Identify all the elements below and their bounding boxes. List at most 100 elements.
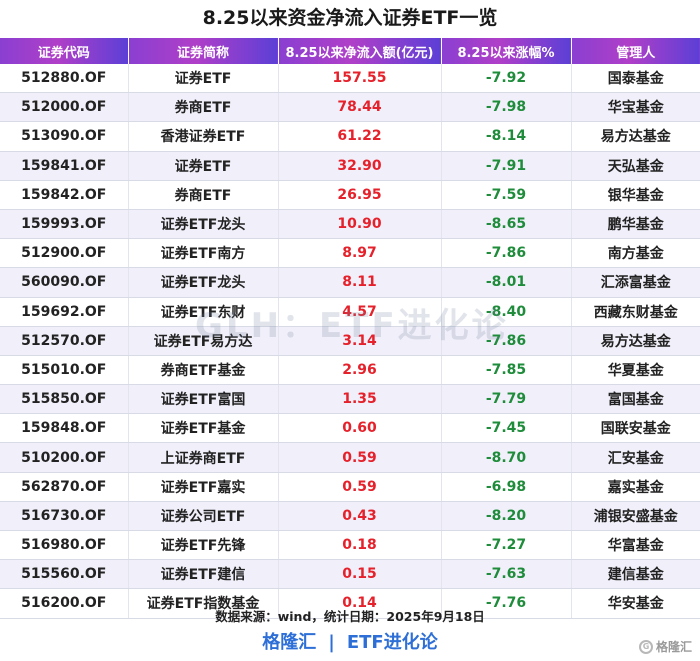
cell-change: -7.59	[441, 180, 572, 210]
cell-change: -7.85	[441, 355, 572, 386]
table-row[interactable]: 560090.OF 证券ETF龙头 8.11 -8.01 汇添富基金	[0, 267, 700, 298]
cell-code: 512900.OF	[0, 238, 129, 269]
etf-inflow-table: 证券代码 证券简称 8.25以来净流入额(亿元) 8.25以来涨幅% 管理人 5…	[0, 38, 700, 619]
cell-inflow: 4.57	[278, 297, 442, 327]
cell-change: -8.70	[441, 442, 572, 473]
cell-manager: 汇添富基金	[571, 267, 700, 298]
cell-manager: 易方达基金	[571, 121, 700, 152]
cell-code: 159848.OF	[0, 413, 129, 444]
cell-change: -7.45	[441, 413, 572, 444]
table-row[interactable]: 510200.OF 上证券商ETF 0.59 -8.70 汇安基金	[0, 442, 700, 473]
cell-code: 159692.OF	[0, 297, 129, 327]
cell-manager: 华夏基金	[571, 355, 700, 386]
cell-change: -8.14	[441, 121, 572, 152]
cell-inflow: 32.90	[278, 151, 442, 181]
cell-name: 证券ETF南方	[128, 238, 279, 269]
table-header-row: 证券代码 证券简称 8.25以来净流入额(亿元) 8.25以来涨幅% 管理人	[0, 38, 700, 64]
table-row[interactable]: 512570.OF 证券ETF易方达 3.14 -7.86 易方达基金	[0, 326, 700, 356]
column-header-inflow[interactable]: 8.25以来净流入额(亿元)	[278, 38, 442, 64]
table-row[interactable]: 159848.OF 证券ETF基金 0.60 -7.45 国联安基金	[0, 413, 700, 444]
column-header-manager[interactable]: 管理人	[571, 38, 700, 64]
cell-code: 159841.OF	[0, 151, 129, 181]
cell-code: 560090.OF	[0, 267, 129, 298]
table-row[interactable]: 516980.OF 证券ETF先锋 0.18 -7.27 华富基金	[0, 530, 700, 561]
source-note: 数据来源：wind，统计日期：2025年9月18日	[215, 609, 485, 624]
cell-change: -7.79	[441, 384, 572, 415]
cell-name: 香港证券ETF	[128, 121, 279, 152]
table-row[interactable]: 159692.OF 证券ETF东财 4.57 -8.40 西藏东财基金	[0, 297, 700, 327]
table-row[interactable]: 159842.OF 券商ETF 26.95 -7.59 银华基金	[0, 180, 700, 210]
footer-column-name: ETF进化论	[346, 632, 438, 653]
cell-manager: 西藏东财基金	[571, 297, 700, 327]
column-header-name[interactable]: 证券简称	[128, 38, 279, 64]
cell-inflow: 1.35	[278, 384, 442, 415]
footer-brand-name: 格隆汇	[262, 632, 317, 653]
cell-change: -7.91	[441, 151, 572, 181]
cell-name: 证券ETF龙头	[128, 267, 279, 298]
cell-inflow: 157.55	[278, 64, 442, 94]
footer-brand: 格隆汇 | ETF进化论	[0, 629, 700, 657]
column-header-code[interactable]: 证券代码	[0, 38, 129, 64]
cell-inflow: 2.96	[278, 355, 442, 386]
table-row[interactable]: 512000.OF 券商ETF 78.44 -7.98 华宝基金	[0, 92, 700, 123]
cell-change: -8.65	[441, 209, 572, 240]
cell-name: 券商ETF	[128, 180, 279, 210]
table-header: 证券代码 证券简称 8.25以来净流入额(亿元) 8.25以来涨幅% 管理人	[0, 38, 700, 64]
cell-code: 515010.OF	[0, 355, 129, 386]
table-row[interactable]: 516200.OF 证券ETF指数基金 0.14 -7.76 华安基金	[0, 588, 700, 619]
cell-code: 516980.OF	[0, 530, 129, 561]
cell-change: -7.98	[441, 92, 572, 123]
cell-name: 券商ETF	[128, 92, 279, 123]
cell-inflow: 61.22	[278, 121, 442, 152]
cell-manager: 南方基金	[571, 238, 700, 269]
cell-change: -8.40	[441, 297, 572, 327]
cell-inflow: 0.18	[278, 530, 442, 561]
table-row[interactable]: 159993.OF 证券ETF龙头 10.90 -8.65 鹏华基金	[0, 209, 700, 240]
table-row[interactable]: 512900.OF 证券ETF南方 8.97 -7.86 南方基金	[0, 238, 700, 269]
cell-manager: 浦银安盛基金	[571, 501, 700, 532]
cell-manager: 华宝基金	[571, 92, 700, 123]
cell-name: 证券ETF基金	[128, 413, 279, 444]
cell-code: 515560.OF	[0, 559, 129, 590]
cell-change: -6.98	[441, 472, 572, 502]
cell-code: 159993.OF	[0, 209, 129, 240]
cell-code: 510200.OF	[0, 442, 129, 473]
corner-logo: G 格隆汇	[638, 638, 692, 655]
cell-name: 证券公司ETF	[128, 501, 279, 532]
cell-code: 516730.OF	[0, 501, 129, 532]
table-row[interactable]: 516730.OF 证券公司ETF 0.43 -8.20 浦银安盛基金	[0, 501, 700, 532]
table-row[interactable]: 512880.OF 证券ETF 157.55 -7.92 国泰基金	[0, 64, 700, 94]
cell-inflow: 0.43	[278, 501, 442, 532]
cell-name: 证券ETF易方达	[128, 326, 279, 356]
footer-separator: |	[328, 632, 335, 653]
corner-logo-text: 格隆汇	[655, 640, 692, 654]
cell-name: 证券ETF嘉实	[128, 472, 279, 502]
table-row[interactable]: 562870.OF 证券ETF嘉实 0.59 -6.98 嘉实基金	[0, 472, 700, 502]
cell-name: 证券ETF	[128, 64, 279, 94]
cell-change: -7.86	[441, 238, 572, 269]
cell-change: -8.01	[441, 267, 572, 298]
cell-inflow: 26.95	[278, 180, 442, 210]
cell-inflow: 0.59	[278, 442, 442, 473]
cell-change: -7.86	[441, 326, 572, 356]
cell-manager: 易方达基金	[571, 326, 700, 356]
cell-name: 证券ETF建信	[128, 559, 279, 590]
cell-inflow: 10.90	[278, 209, 442, 240]
column-header-change[interactable]: 8.25以来涨幅%	[441, 38, 572, 64]
table-body: 512880.OF 证券ETF 157.55 -7.92 国泰基金 512000.OF 券商…	[0, 64, 700, 619]
cell-name: 证券ETF东财	[128, 297, 279, 327]
cell-change: -7.92	[441, 64, 572, 94]
cell-manager: 建信基金	[571, 559, 700, 590]
table-row[interactable]: 515010.OF 券商ETF基金 2.96 -7.85 华夏基金	[0, 355, 700, 386]
cell-inflow: 0.15	[278, 559, 442, 590]
cell-code: 516200.OF	[0, 588, 129, 619]
cell-code: 515850.OF	[0, 384, 129, 415]
cell-name: 上证券商ETF	[128, 442, 279, 473]
table-row[interactable]: 515850.OF 证券ETF富国 1.35 -7.79 富国基金	[0, 384, 700, 415]
table-row[interactable]: 159841.OF 证券ETF 32.90 -7.91 天弘基金	[0, 151, 700, 181]
table-row[interactable]: 513090.OF 香港证券ETF 61.22 -8.14 易方达基金	[0, 121, 700, 152]
cell-manager: 国泰基金	[571, 64, 700, 94]
cell-inflow: 0.14	[278, 588, 442, 619]
table-row[interactable]: 515560.OF 证券ETF建信 0.15 -7.63 建信基金	[0, 559, 700, 590]
cell-manager: 富国基金	[571, 384, 700, 415]
